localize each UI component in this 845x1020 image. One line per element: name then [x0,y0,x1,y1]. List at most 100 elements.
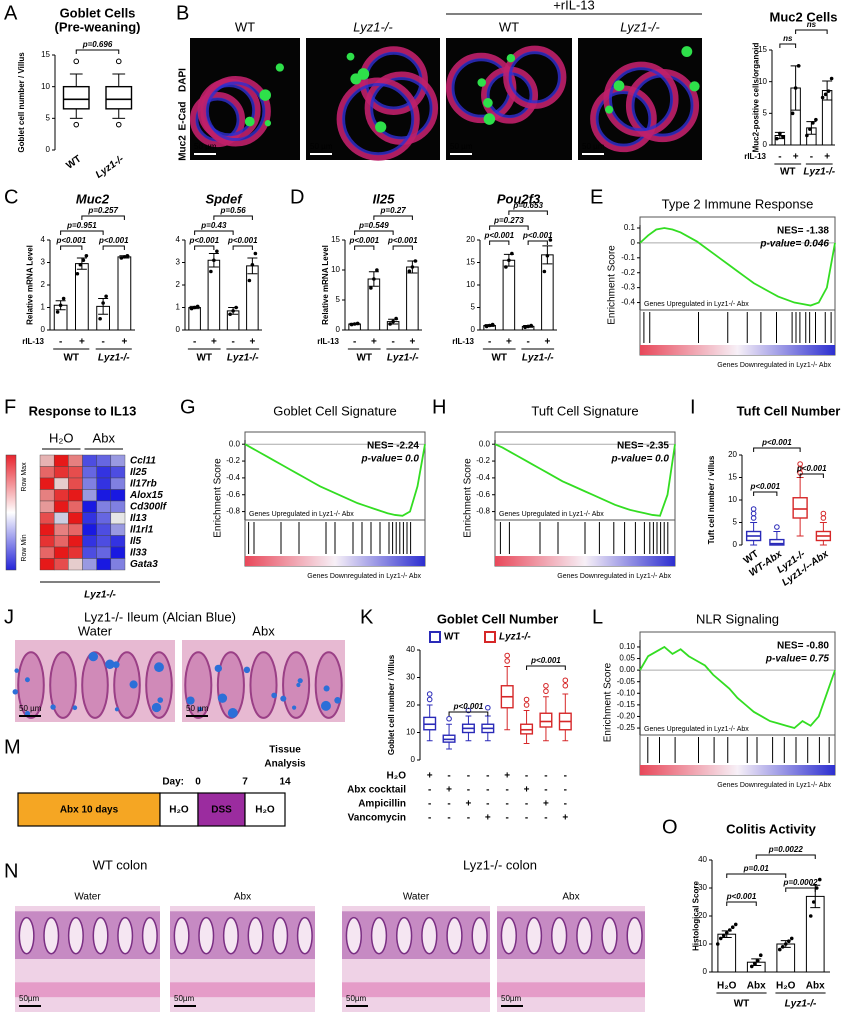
goblet-cell [151,702,162,713]
y-tick-label: 40 [406,645,415,654]
y-axis-label: Histological Score [692,881,701,951]
column-header: Lyz1-/- [620,19,660,34]
y-tick-label: -0.2 [226,456,240,465]
heat-cell [53,512,69,525]
data-point [119,256,124,260]
bracket [232,245,253,250]
heat-cell [82,477,97,490]
bracket [753,447,801,452]
gland [272,916,289,955]
x-tick-label: Lyz1-/- [94,153,127,181]
heat-cell [96,535,112,548]
y-tick-label: 0 [176,325,181,334]
panel-letter: J [4,606,14,628]
heat-cell [53,535,69,548]
data-point [733,922,738,927]
scale-bar-label: 50 µm [186,704,209,713]
data-point [820,95,825,100]
data-point [413,259,418,263]
data-point [755,959,760,963]
data-point [122,255,127,259]
gland [141,916,158,955]
heat-cell [68,523,83,536]
bar [246,265,259,331]
outlier [504,652,510,659]
column-header: Abx [252,623,275,638]
gland [173,916,190,955]
y-axis-label: Relative mRNA Level [26,245,35,325]
data-point [814,886,819,890]
goblet-cell [214,664,223,673]
muscle [170,982,315,998]
y-tick-label: 3 [41,258,46,267]
heat-cell [68,512,83,525]
panel-letter: O [662,816,678,838]
data-point [724,931,729,935]
goblet-cell [271,692,277,699]
group-label: WT [356,353,372,364]
chart-title: Goblet Cell Number [437,611,558,626]
y-axis-label: Tuft cell number / villus [707,455,716,544]
heat-cell [39,546,55,559]
crypt [249,651,278,719]
y-tick-label: -0.4 [226,473,240,482]
timeline-step [197,792,246,827]
y-tick-label: 4 [41,235,46,244]
x-tick-label: - [101,337,104,348]
data-point [781,134,785,139]
condition-mark: - [447,799,450,810]
bracket [373,215,413,220]
chart-title: Muc2 [76,191,110,206]
nes: NES= -0.80 [777,641,829,652]
heat-cell [39,489,55,502]
data-point [369,286,373,290]
group-header: WT colon [93,857,148,872]
p-value: p<0.001 [98,236,129,245]
muc2-cell [477,78,487,87]
data-point [195,304,200,309]
p-value: ns [807,20,817,29]
y-tick-label: 0 [703,967,708,976]
row-label: Il17rb [130,478,157,489]
p-value: p<0.001 [761,438,792,447]
heat-cell [39,500,55,513]
y-tick-label: 0 [631,238,636,247]
chart-title: Type 2 Immune Response [662,196,814,211]
bracket [194,230,234,235]
organoid-nuclei [508,51,561,104]
bar [541,254,554,331]
nes: NES= -2.35 [617,441,669,452]
outlier [820,515,827,521]
row-label: rIL-13 [452,337,474,346]
heat-cell [39,454,55,467]
panel-letter: B [176,2,189,24]
y-tick-label: 0 [471,325,476,334]
p-value: p<0.001 [483,231,514,240]
x-tick-label: + [824,152,830,163]
row-label: Il13 [130,513,147,524]
up-label: Genes Upregulated in Lyz1-/- Abx [499,511,604,518]
heat-cell [68,535,83,548]
organoid [336,77,420,161]
bracket [60,245,83,250]
data-point [749,964,754,969]
gland [551,916,568,955]
nes: NES= -1.38 [777,226,829,237]
box [105,85,133,110]
condition-mark: - [544,813,547,824]
goblet-cell [280,695,287,702]
rank-colorbar [640,345,835,355]
y-tick-label: -0.6 [226,490,240,499]
chart-title: (Pre-weaning) [55,19,141,34]
data-point [75,271,80,276]
scale-bar-label: 50µm [346,994,367,1003]
y-tick-label: -0.2 [621,268,635,277]
y-tick-label: -0.4 [476,473,490,482]
x-tick-label: - [231,337,234,348]
bracket [392,245,413,250]
scale-bar-label: 50 µm [310,142,333,151]
condition-mark: - [525,813,528,824]
p-value: ns [783,34,793,43]
goblet-cell [334,697,341,704]
gland [18,916,35,955]
